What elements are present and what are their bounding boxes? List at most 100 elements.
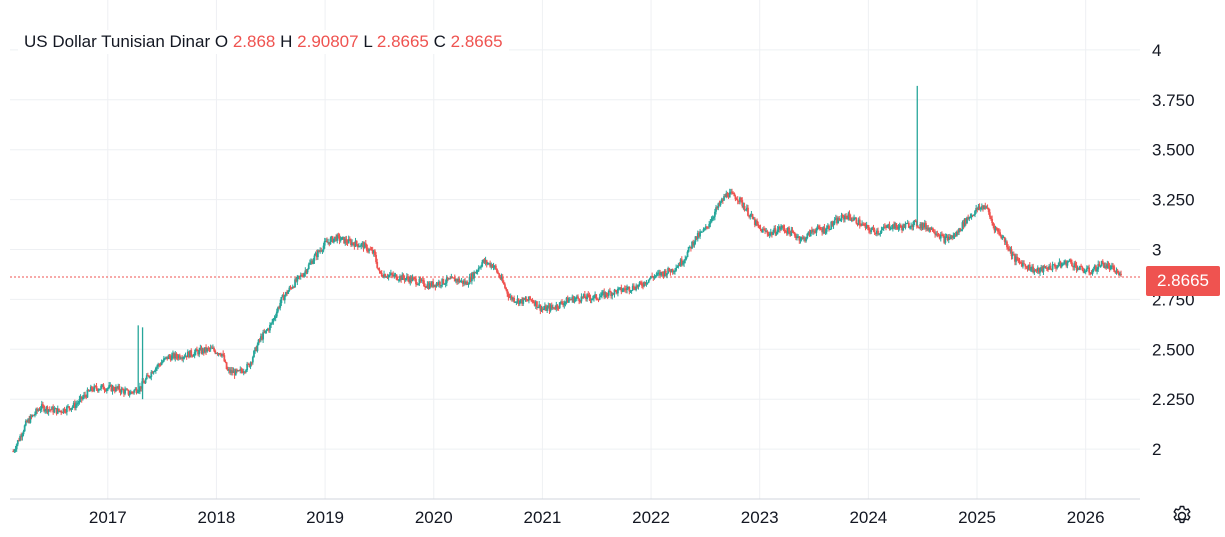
candle-body [68,406,71,409]
candle-body [724,196,727,198]
candle-body [492,266,495,268]
candle-body [1016,256,1019,260]
candle-body [815,229,818,233]
candle-body [896,226,899,229]
candle-body [69,408,72,410]
candle-body [138,386,141,391]
candle-body [895,223,898,227]
candle-body [953,234,956,237]
candle-body [416,284,419,286]
candle-body [1120,273,1122,275]
candle-body [391,273,393,275]
candle-body [868,226,870,231]
candle-body [310,261,312,263]
x-tick-label: 2022 [632,508,670,527]
candle-body [820,229,822,231]
candle-body [397,279,400,281]
candle-body [565,297,568,302]
candle-body [107,387,109,389]
candle-body [717,203,720,208]
candle-body [396,279,399,281]
gear-icon [1173,505,1191,524]
candle-body [787,227,789,234]
candle-body [833,219,836,224]
candle-body [64,411,67,413]
candle-body [700,231,703,233]
candle-body [775,233,778,235]
candle-body [65,406,68,413]
candle-body [1097,264,1100,270]
candle-body [726,193,729,197]
candle-body [52,406,55,413]
candle-body [806,233,809,239]
candle-body [562,303,565,306]
candle-body [874,232,877,234]
candle-body [21,434,24,438]
y-tick-label: 4 [1152,41,1161,60]
candle-body [662,273,665,276]
candle-body [755,220,757,225]
candle-body [683,260,685,264]
candle-body [166,356,169,360]
candle-body [817,226,820,228]
candle-body [257,339,260,345]
y-tick-label: 3.500 [1152,141,1195,160]
candle-body [409,277,412,283]
candle-body [300,275,303,277]
candle-body [93,385,96,391]
candle-body [1108,265,1111,270]
candle-body [95,386,98,389]
candle-body [723,196,725,201]
candle-body [384,274,387,278]
candle-body [670,269,673,273]
candle-body [207,348,210,350]
candle-body [180,358,182,360]
x-tick-label: 2025 [958,508,996,527]
candle-body [598,297,601,300]
candle-body [32,414,35,416]
candle-body [196,349,198,351]
candle-body [773,228,776,233]
candle-body [829,229,832,231]
candle-body [224,361,227,363]
candle-body [684,258,687,261]
candle-body [897,226,900,229]
candle-body [566,297,569,303]
candle-body [613,289,616,295]
candle-body [532,301,535,303]
candle-body [425,286,428,288]
candle-body [606,295,609,297]
candle-body [303,273,306,277]
candle-body [906,223,909,225]
candle-body [420,280,423,282]
candle-body [472,273,474,279]
candle-body [961,222,964,230]
candle-body [776,229,779,234]
candle-body [618,287,620,289]
candle-body [962,222,965,227]
candle-body [1087,267,1089,269]
candle-body [925,223,927,229]
candle-body [693,241,696,246]
candle-body [213,347,215,351]
candle-body [427,284,430,289]
candle-body [146,375,149,377]
candle-body [1063,263,1065,265]
settings-button[interactable] [1170,504,1194,528]
candle-body [143,382,146,384]
candle-body [86,389,89,398]
candle-body [340,237,343,240]
candle-body [344,239,347,244]
candle-body [982,206,984,209]
candle-body [564,301,567,304]
candle-body [872,227,875,230]
candle-body [516,298,519,302]
candle-body [674,270,676,272]
candle-body [186,351,189,358]
candle-body [528,296,530,301]
candle-body [123,389,125,394]
candle-body [757,224,760,226]
candle-body [1031,266,1033,270]
candle-body [832,223,835,226]
candle-body [1075,265,1078,270]
